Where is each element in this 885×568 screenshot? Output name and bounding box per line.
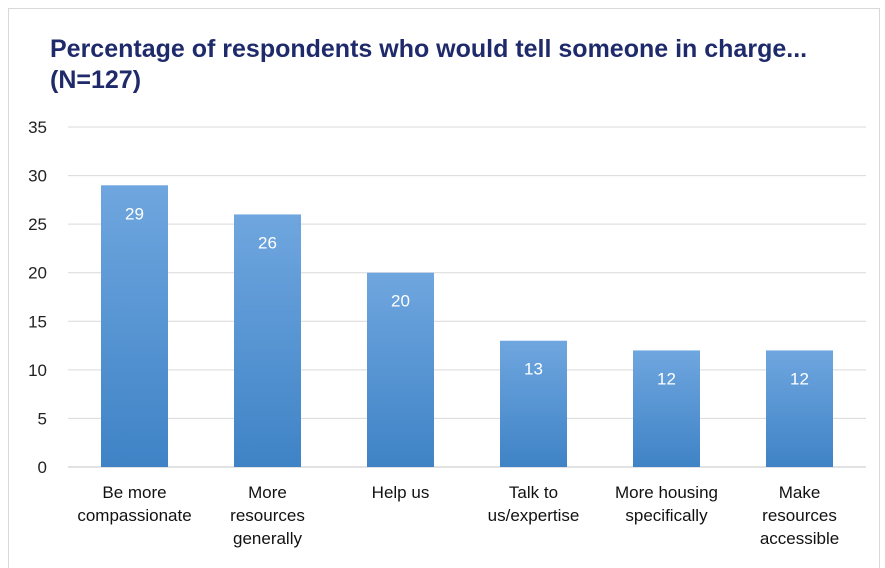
- x-category-label: Help us: [372, 483, 430, 502]
- y-axis-ticks: 0 5 10 15 20 25 30 35: [28, 118, 47, 477]
- bar: [633, 350, 700, 467]
- x-category-label: More resources generally: [230, 483, 305, 548]
- bars: [101, 185, 833, 468]
- y-tick-label: 20: [28, 264, 47, 283]
- data-labels: 29 26 20 13 12 12: [125, 204, 809, 388]
- bar: [367, 272, 434, 467]
- gridlines: [68, 126, 866, 468]
- y-tick-label: 10: [28, 361, 47, 380]
- y-tick-label: 25: [28, 215, 47, 234]
- data-label: 29: [125, 204, 144, 223]
- x-category-label: Make resources accessible: [760, 483, 839, 548]
- data-label: 12: [790, 369, 809, 388]
- y-tick-label: 35: [28, 118, 47, 137]
- bar: [766, 350, 833, 467]
- y-tick-label: 5: [38, 409, 47, 428]
- x-category-label: More housing specifically: [615, 483, 718, 525]
- x-axis-categories: Be more compassionate More resources general…: [77, 483, 839, 548]
- bar: [234, 214, 301, 467]
- x-category-label: Talk to us/expertise: [488, 483, 580, 525]
- data-label: 13: [524, 360, 543, 379]
- data-label: 12: [657, 369, 676, 388]
- data-label: 20: [391, 292, 410, 311]
- y-tick-label: 0: [38, 458, 47, 477]
- bar: [101, 185, 168, 468]
- chart-frame: [8, 8, 880, 568]
- y-tick-label: 30: [28, 167, 47, 186]
- data-label: 26: [258, 233, 277, 252]
- bar: [500, 340, 567, 467]
- y-tick-label: 15: [28, 312, 47, 331]
- chart-title: Percentage of respondents who would tell…: [50, 35, 808, 94]
- x-category-label: Be more compassionate: [77, 483, 191, 525]
